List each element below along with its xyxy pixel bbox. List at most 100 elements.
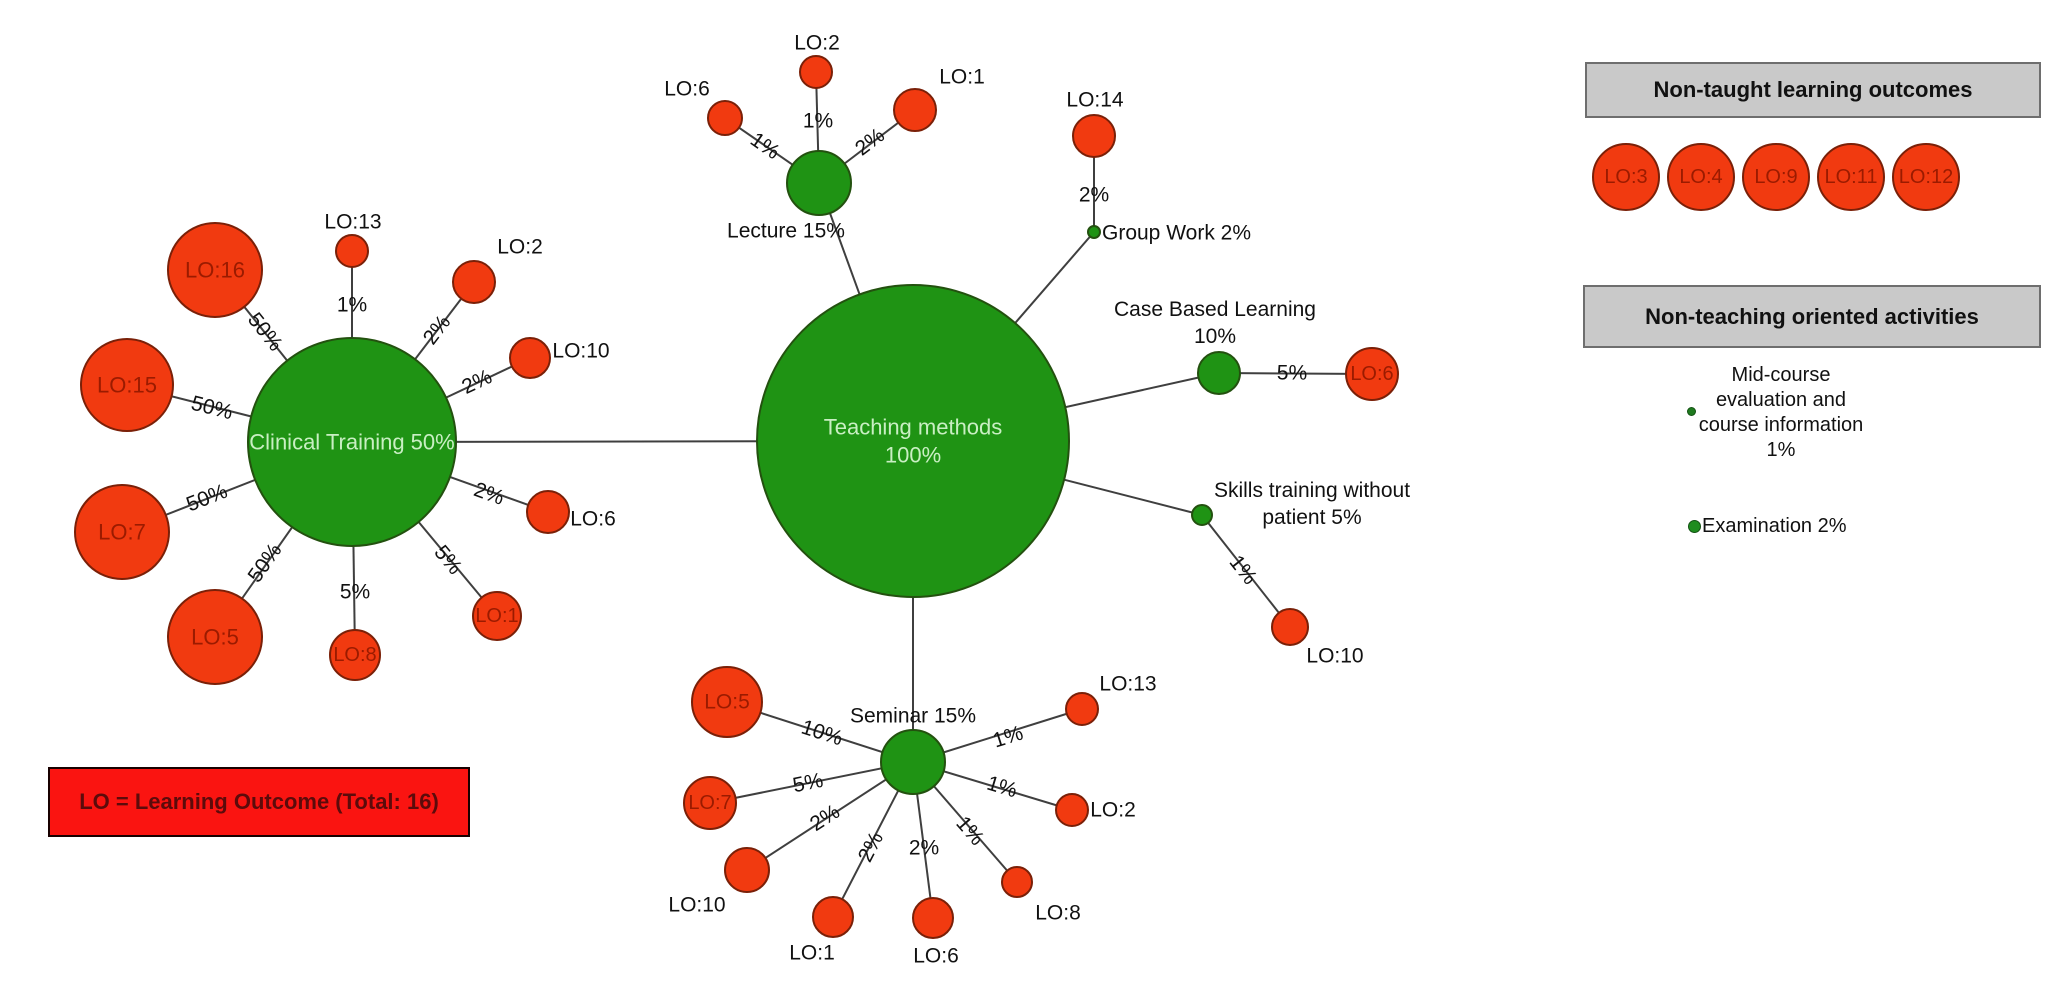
node-circle-skills (1191, 504, 1213, 526)
edge-label-seminar-se6: 2% (909, 837, 939, 860)
midcourse-evaluation-label: Mid-course evaluation and course informa… (1671, 363, 1891, 463)
edge-label-clinical-c5: 50% (244, 539, 287, 587)
node-circle-c7 (74, 484, 170, 580)
node-label-c8: LO:8 (333, 644, 376, 666)
node-circle-c8 (329, 629, 381, 681)
edge-label-cbl-cb6: 5% (1277, 361, 1308, 384)
node-label-c16: LO:16 (185, 258, 245, 283)
node-circle-se8 (1001, 866, 1033, 898)
node-label-se7: LO:7 (688, 792, 731, 814)
edge-label-seminar-se13: 1% (990, 721, 1026, 752)
node-label-se6: LO:6 (913, 945, 959, 968)
node-circle-groupwork (1087, 225, 1101, 239)
midcourse-line-3: course information (1698, 414, 1864, 436)
edge-label-clinical-c8: 5% (340, 581, 370, 604)
examination-item: Examination 2% (1688, 515, 1847, 538)
non-teaching-activities-title: Non-teaching oriented activities (1645, 303, 1979, 329)
edge-label-seminar-se7: 5% (791, 769, 825, 798)
midcourse-line-2: evaluation and (1715, 389, 1847, 411)
node-label-skills-1: Skills training without (1214, 479, 1410, 502)
edge-label-seminar-se1: 2% (854, 828, 888, 866)
node-label-c1: LO:1 (475, 605, 518, 627)
node-circle-se5 (691, 666, 763, 738)
node-label-cbl-1: Case Based Learning (1114, 298, 1316, 321)
midcourse-line-1: Mid-course (1731, 364, 1831, 386)
edge-label-clinical-c2: 2% (419, 311, 456, 349)
examination-dot-icon (1688, 520, 1701, 533)
edge-label-clinical-c6: 2% (471, 478, 507, 510)
non-taught-outcome-circle-2: LO:4 (1667, 143, 1735, 211)
node-label-clinical: Clinical Training 50% (249, 430, 454, 455)
node-label-se10: LO:10 (668, 894, 725, 917)
node-label-teaching-1: Teaching methods (824, 415, 1003, 440)
legend-box: LO = Learning Outcome (Total: 16) (48, 767, 470, 837)
non-taught-outcome-circle-4: LO:11 (1817, 143, 1885, 211)
node-circle-c10 (509, 337, 551, 379)
edge-label-clinical-c10: 2% (458, 365, 495, 399)
node-label-l6: LO:6 (664, 78, 710, 101)
edge-label-clinical-c16: 50% (243, 308, 287, 355)
node-label-l2: LO:2 (794, 32, 840, 55)
node-circle-se13 (1065, 692, 1099, 726)
node-label-c13: LO:13 (324, 211, 381, 234)
non-taught-outcomes-row: LO:3 LO:4 LO:9 LO:11 LO:12 (1592, 143, 1960, 211)
non-taught-outcome-circle-5: LO:12 (1892, 143, 1960, 211)
edge-label-clinical-c7: 50% (183, 480, 231, 517)
node-circle-c6 (526, 490, 570, 534)
node-label-seminar: Seminar 15% (850, 705, 976, 728)
node-circle-c16 (167, 222, 263, 318)
node-circle-l2 (799, 55, 833, 89)
node-label-se1: LO:1 (789, 942, 835, 965)
node-circle-se7 (683, 776, 737, 830)
node-circle-l1 (893, 88, 937, 132)
edge-seminar-se10 (746, 761, 914, 871)
node-label-cb6: LO:6 (1350, 363, 1393, 385)
node-label-c10: LO:10 (552, 340, 609, 363)
node-label-s10: LO:10 (1306, 645, 1363, 668)
midcourse-dot-icon (1687, 407, 1696, 416)
non-taught-outcomes-title: Non-taught learning outcomes (1653, 77, 1973, 102)
node-label-se13: LO:13 (1099, 673, 1156, 696)
node-circle-teaching (756, 284, 1070, 598)
node-circle-cb6 (1345, 347, 1399, 401)
node-circle-l6 (707, 100, 743, 136)
node-label-cbl-2: 10% (1194, 325, 1236, 348)
edge-skills-s10 (1201, 514, 1291, 628)
edge-label-clinical-c13: 1% (337, 294, 367, 317)
node-circle-se6 (912, 897, 954, 939)
legend-text: LO = Learning Outcome (Total: 16) (79, 789, 439, 814)
node-circle-c15 (80, 338, 174, 432)
node-label-se8: LO:8 (1035, 902, 1081, 925)
node-label-se2: LO:2 (1090, 799, 1136, 822)
node-label-groupwork: Group Work 2% (1102, 222, 1251, 245)
node-label-c15: LO:15 (97, 373, 157, 398)
node-label-g14: LO:14 (1066, 89, 1124, 112)
examination-label: Examination 2% (1702, 515, 1847, 537)
node-circle-c2 (452, 260, 496, 304)
node-circle-c5 (167, 589, 263, 685)
node-circle-clinical (247, 337, 457, 547)
edge-label-groupwork-g14: 2% (1079, 184, 1109, 207)
node-circle-lecture (786, 150, 852, 216)
node-circle-seminar (880, 729, 946, 795)
node-label-lecture: Lecture 15% (727, 220, 845, 243)
midcourse-line-4: 1% (1766, 439, 1796, 461)
node-circle-s10 (1271, 608, 1309, 646)
edge-label-clinical-c15: 50% (189, 392, 235, 425)
edge-label-seminar-se5: 10% (798, 716, 845, 751)
edge-label-lecture-l2: 1% (803, 110, 833, 133)
edge-label-seminar-se10: 2% (806, 800, 844, 836)
node-circle-c13 (335, 234, 369, 268)
edge-label-seminar-se2: 1% (984, 772, 1020, 803)
non-taught-outcome-circle-1: LO:3 (1592, 143, 1660, 211)
node-label-skills-2: patient 5% (1262, 506, 1361, 529)
node-circle-se10 (724, 847, 770, 893)
node-label-c2: LO:2 (497, 236, 543, 259)
non-taught-outcome-circle-3: LO:9 (1742, 143, 1810, 211)
node-label-se5: LO:5 (704, 691, 750, 714)
node-circle-se2 (1055, 793, 1089, 827)
non-taught-outcomes-header: Non-taught learning outcomes (1585, 62, 2041, 118)
node-label-c6: LO:6 (570, 508, 616, 531)
